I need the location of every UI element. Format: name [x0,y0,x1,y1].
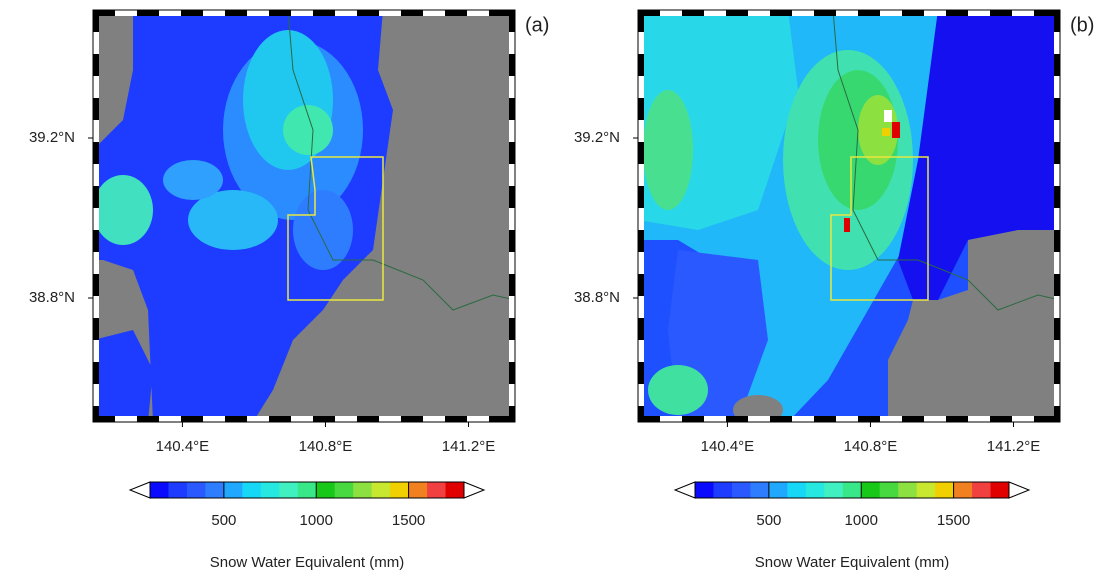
colorbar-tick-label: 1000 [845,512,878,529]
color-swatch [805,482,825,498]
color-swatch [297,482,317,498]
color-swatch [353,482,373,498]
y-tick-label: 38.8°N [29,289,75,306]
x-tick-label: 140.4°E [156,438,210,455]
colorbar-tick-label: 500 [211,512,236,529]
panel-a: (a) 140.4°E 140.8°E 141.2°E 39.2°N 38.8°N [29,9,549,455]
color-swatch [750,482,770,498]
color-swatch [953,482,973,498]
color-swatch [279,482,299,498]
color-swatch [242,482,262,498]
colorbar-a: 500 1000 1500 Snow Water Equivalent (mm) [128,481,486,571]
colorbar-frame [149,481,465,499]
color-swatch [731,482,751,498]
color-swatch [445,482,465,498]
map-image [638,10,1060,422]
color-swatch [205,482,225,498]
color-swatch [916,482,936,498]
colorbar-b: 500 1000 1500 Snow Water Equivalent (mm) [673,481,1031,571]
color-swatch [316,482,336,498]
color-swatch [935,482,955,498]
color-swatch [150,482,169,498]
color-swatch [879,482,899,498]
color-swatch [168,482,188,498]
color-swatch [972,482,992,498]
extend-arrow [673,481,696,499]
x-tick-label: 141.2°E [987,438,1041,455]
color-swatch [186,482,206,498]
colorbar-tick-label: 1500 [937,512,970,529]
extend-arrow [1008,481,1031,499]
x-tick-label: 140.8°E [844,438,898,455]
frame [637,9,1061,423]
color-swatch [842,482,862,498]
color-swatch [260,482,280,498]
panel-label: (b) [1070,14,1094,36]
frame [92,9,516,423]
color-swatch [408,482,428,498]
color-swatch [334,482,354,498]
extend-arrow [128,481,151,499]
color-swatch [990,482,1010,498]
y-tick-label: 39.2°N [574,129,620,146]
panel-label: (a) [525,14,549,36]
colorbar-tick-label: 500 [756,512,781,529]
y-tick-label: 39.2°N [29,129,75,146]
colorbar-tick-label: 1500 [392,512,425,529]
x-tick-label: 140.8°E [299,438,353,455]
colorbar-frame [694,481,1010,499]
color-swatch [427,482,447,498]
colorbar-title: Snow Water Equivalent (mm) [210,554,405,571]
color-swatch [390,482,410,498]
color-swatch [787,482,807,498]
color-swatch [824,482,844,498]
colorbar-title: Snow Water Equivalent (mm) [755,554,950,571]
color-swatch [371,482,391,498]
colorbar-tick-label: 1000 [300,512,333,529]
extend-arrow [463,481,486,499]
x-tick-label: 140.4°E [701,438,755,455]
color-swatch [768,482,788,498]
map-image [93,10,515,422]
color-swatch [861,482,881,498]
color-swatch [223,482,243,498]
color-swatch [898,482,918,498]
panel-b: (b) 140.4°E 140.8°E 141.2°E 39.2°N 38.8°N [574,9,1094,455]
color-swatch [713,482,733,498]
x-tick-label: 141.2°E [442,438,496,455]
color-swatch [695,482,714,498]
y-tick-label: 38.8°N [574,289,620,306]
